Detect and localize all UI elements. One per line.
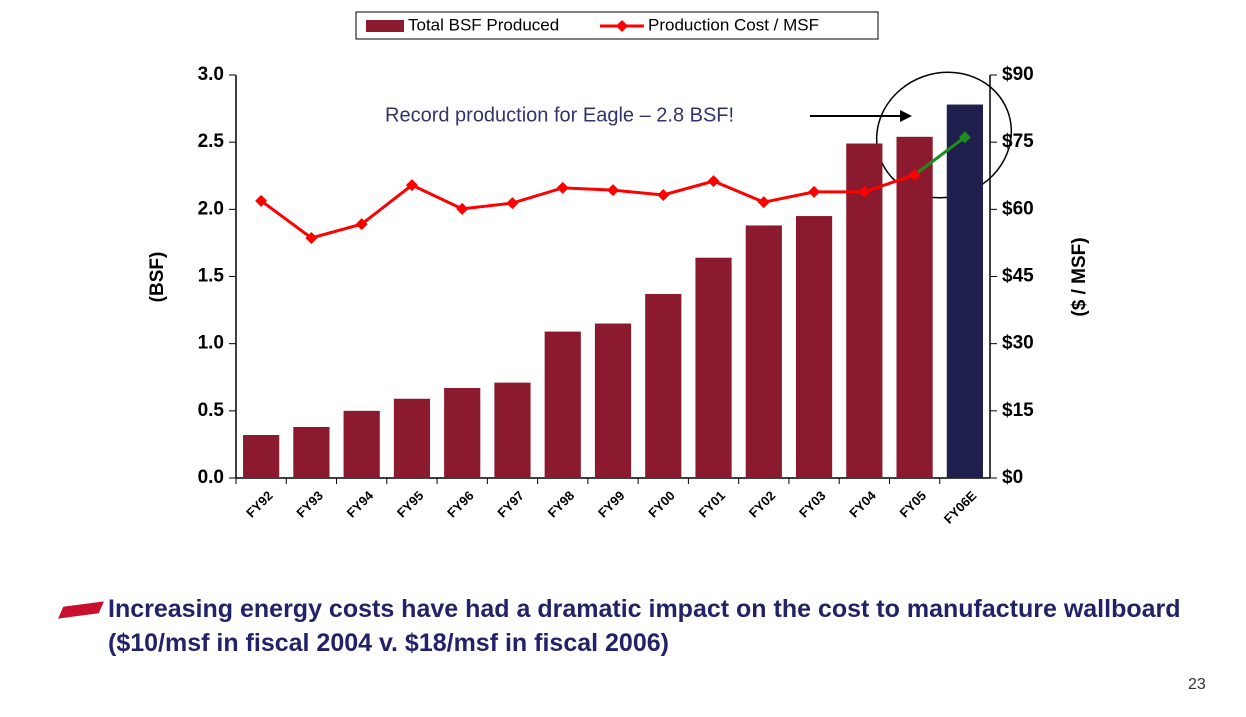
bar [645, 294, 681, 478]
y2-tick-label: $45 [1002, 266, 1034, 287]
x-tick-label: FY97 [494, 488, 527, 521]
line-marker [456, 203, 468, 215]
bar [494, 383, 530, 478]
legend-label: Production Cost / MSF [648, 15, 819, 34]
bar [293, 427, 329, 478]
y-tick-label: 0.0 [198, 467, 224, 488]
bullet-text: Increasing energy costs have had a drama… [108, 592, 1208, 660]
y-tick-label: 0.5 [198, 400, 225, 421]
x-tick-label: FY05 [897, 488, 930, 521]
y-tick-label: 2.5 [198, 131, 225, 152]
y2-tick-label: $60 [1002, 198, 1034, 219]
line-marker [808, 186, 820, 198]
annotation-arrowhead [900, 110, 912, 122]
slide: Total BSF Produced Production Cost / MSF… [0, 0, 1246, 717]
x-tick-label: FY01 [696, 488, 729, 521]
bar [243, 435, 279, 478]
y-tick-label: 1.5 [198, 266, 225, 287]
y-tick-label: 2.0 [198, 198, 224, 219]
y2-tick-label: $75 [1002, 131, 1034, 152]
bar [344, 411, 380, 478]
bar [746, 225, 782, 478]
bar [545, 332, 581, 478]
bar [394, 399, 430, 478]
x-tick-label: FY92 [243, 488, 276, 521]
x-tick-label: FY94 [344, 487, 377, 520]
x-tick-label: FY99 [595, 488, 628, 521]
x-tick-label: FY02 [746, 488, 779, 521]
y2-tick-label: $0 [1002, 467, 1023, 488]
annotation: Record production for Eagle – 2.8 BSF! [385, 104, 734, 126]
y2-tick-label: $30 [1002, 333, 1034, 354]
x-tick-label: FY95 [394, 488, 427, 521]
line-marker [657, 189, 669, 201]
y-tick-label: 1.0 [198, 333, 224, 354]
page-number: 23 [1188, 676, 1206, 694]
bar [695, 258, 731, 478]
y2-tick-label: $15 [1002, 400, 1034, 421]
y-axis-label: (BSF) [147, 252, 168, 303]
bar [947, 105, 983, 478]
line-marker [506, 197, 518, 209]
y-tick-label: 3.0 [198, 64, 224, 85]
bar [796, 216, 832, 478]
x-tick-label: FY06E [941, 488, 980, 527]
x-tick-label: FY04 [846, 487, 879, 520]
bar [897, 137, 933, 478]
line-marker [557, 182, 569, 194]
legend-swatch [366, 20, 404, 32]
x-tick-label: FY00 [645, 488, 678, 521]
y2-axis-label: ($ / MSF) [1069, 237, 1090, 316]
x-tick-label: FY96 [444, 488, 477, 521]
x-tick-label: FY98 [545, 488, 578, 521]
x-tick-label: FY93 [293, 488, 326, 521]
y2-tick-label: $90 [1002, 64, 1034, 85]
legend-label: Total BSF Produced [408, 15, 559, 34]
bar [444, 388, 480, 478]
line-marker [758, 196, 770, 208]
x-tick-label: FY03 [796, 488, 829, 521]
bar [595, 324, 631, 478]
line-marker [708, 175, 720, 187]
line-marker [607, 184, 619, 196]
